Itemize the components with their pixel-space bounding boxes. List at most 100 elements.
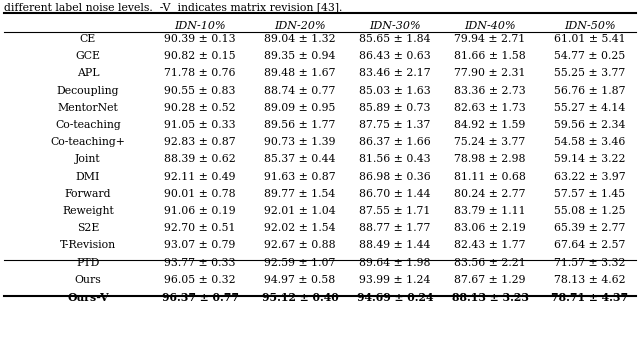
- Text: 90.82 ± 0.15: 90.82 ± 0.15: [164, 51, 236, 61]
- Text: GCE: GCE: [76, 51, 100, 61]
- Text: MentorNet: MentorNet: [58, 103, 118, 113]
- Text: 91.63 ± 0.87: 91.63 ± 0.87: [264, 172, 336, 182]
- Text: 92.83 ± 0.87: 92.83 ± 0.87: [164, 137, 236, 147]
- Text: IDN-30%: IDN-30%: [369, 21, 421, 31]
- Text: different label noise levels.  -V  indicates matrix revision [43].: different label noise levels. -V indicat…: [4, 2, 342, 12]
- Text: 94.97 ± 0.58: 94.97 ± 0.58: [264, 275, 335, 285]
- Text: 96.05 ± 0.32: 96.05 ± 0.32: [164, 275, 236, 285]
- Text: 86.37 ± 1.66: 86.37 ± 1.66: [359, 137, 431, 147]
- Text: 55.08 ± 1.25: 55.08 ± 1.25: [554, 206, 626, 216]
- Text: 90.28 ± 0.52: 90.28 ± 0.52: [164, 103, 236, 113]
- Text: 92.67 ± 0.88: 92.67 ± 0.88: [264, 240, 336, 250]
- Text: CE: CE: [80, 34, 96, 44]
- Text: 71.57 ± 3.32: 71.57 ± 3.32: [554, 258, 626, 267]
- Text: 88.13 ± 3.23: 88.13 ± 3.23: [451, 292, 529, 303]
- Text: IDN-40%: IDN-40%: [464, 21, 516, 31]
- Text: Joint: Joint: [75, 154, 101, 165]
- Text: 56.76 ± 1.87: 56.76 ± 1.87: [554, 86, 626, 96]
- Text: IDN-10%: IDN-10%: [174, 21, 226, 31]
- Text: 85.37 ± 0.44: 85.37 ± 0.44: [264, 154, 336, 165]
- Text: 79.94 ± 2.71: 79.94 ± 2.71: [454, 34, 525, 44]
- Text: 93.99 ± 1.24: 93.99 ± 1.24: [359, 275, 431, 285]
- Text: T-Revision: T-Revision: [60, 240, 116, 250]
- Text: Ours-V: Ours-V: [67, 292, 109, 303]
- Text: 90.39 ± 0.13: 90.39 ± 0.13: [164, 34, 236, 44]
- Text: 89.35 ± 0.94: 89.35 ± 0.94: [264, 51, 336, 61]
- Text: 55.25 ± 3.77: 55.25 ± 3.77: [554, 68, 626, 78]
- Text: 87.55 ± 1.71: 87.55 ± 1.71: [359, 206, 431, 216]
- Text: 81.66 ± 1.58: 81.66 ± 1.58: [454, 51, 526, 61]
- Text: 89.77 ± 1.54: 89.77 ± 1.54: [264, 189, 335, 199]
- Text: PTD: PTD: [76, 258, 100, 267]
- Text: 63.22 ± 3.97: 63.22 ± 3.97: [554, 172, 626, 182]
- Text: 92.01 ± 1.04: 92.01 ± 1.04: [264, 206, 336, 216]
- Text: 88.74 ± 0.77: 88.74 ± 0.77: [264, 86, 336, 96]
- Text: 77.90 ± 2.31: 77.90 ± 2.31: [454, 68, 525, 78]
- Text: S2E: S2E: [77, 223, 99, 233]
- Text: 54.77 ± 0.25: 54.77 ± 0.25: [554, 51, 626, 61]
- Text: 84.92 ± 1.59: 84.92 ± 1.59: [454, 120, 525, 130]
- Text: Co-teaching+: Co-teaching+: [51, 137, 125, 147]
- Text: 91.05 ± 0.33: 91.05 ± 0.33: [164, 120, 236, 130]
- Text: 90.01 ± 0.78: 90.01 ± 0.78: [164, 189, 236, 199]
- Text: 88.49 ± 1.44: 88.49 ± 1.44: [359, 240, 431, 250]
- Text: 61.01 ± 5.41: 61.01 ± 5.41: [554, 34, 626, 44]
- Text: 89.48 ± 1.67: 89.48 ± 1.67: [264, 68, 336, 78]
- Text: 96.37 ± 0.77: 96.37 ± 0.77: [161, 292, 239, 303]
- Text: IDN-50%: IDN-50%: [564, 21, 616, 31]
- Text: 82.43 ± 1.77: 82.43 ± 1.77: [454, 240, 525, 250]
- Text: 59.14 ± 3.22: 59.14 ± 3.22: [554, 154, 626, 165]
- Text: 80.24 ± 2.77: 80.24 ± 2.77: [454, 189, 525, 199]
- Text: 81.11 ± 0.68: 81.11 ± 0.68: [454, 172, 526, 182]
- Text: 83.79 ± 1.11: 83.79 ± 1.11: [454, 206, 526, 216]
- Text: 86.70 ± 1.44: 86.70 ± 1.44: [359, 189, 431, 199]
- Text: 86.43 ± 0.63: 86.43 ± 0.63: [359, 51, 431, 61]
- Text: 65.39 ± 2.77: 65.39 ± 2.77: [554, 223, 626, 233]
- Text: 83.46 ± 2.17: 83.46 ± 2.17: [359, 68, 431, 78]
- Text: 78.98 ± 2.98: 78.98 ± 2.98: [454, 154, 525, 165]
- Text: 85.89 ± 0.73: 85.89 ± 0.73: [359, 103, 431, 113]
- Text: Reweight: Reweight: [62, 206, 114, 216]
- Text: 92.70 ± 0.51: 92.70 ± 0.51: [164, 223, 236, 233]
- Text: Decoupling: Decoupling: [57, 86, 119, 96]
- Text: 82.63 ± 1.73: 82.63 ± 1.73: [454, 103, 526, 113]
- Text: 92.11 ± 0.49: 92.11 ± 0.49: [164, 172, 236, 182]
- Text: 54.58 ± 3.46: 54.58 ± 3.46: [554, 137, 626, 147]
- Text: 94.69 ± 0.24: 94.69 ± 0.24: [356, 292, 433, 303]
- Text: IDN-20%: IDN-20%: [274, 21, 326, 31]
- Text: Co-teaching: Co-teaching: [55, 120, 121, 130]
- Text: 89.56 ± 1.77: 89.56 ± 1.77: [264, 120, 336, 130]
- Text: 92.59 ± 1.07: 92.59 ± 1.07: [264, 258, 336, 267]
- Text: 95.12 ± 0.40: 95.12 ± 0.40: [262, 292, 339, 303]
- Text: 87.67 ± 1.29: 87.67 ± 1.29: [454, 275, 525, 285]
- Text: 92.02 ± 1.54: 92.02 ± 1.54: [264, 223, 336, 233]
- Text: 71.78 ± 0.76: 71.78 ± 0.76: [164, 68, 236, 78]
- Text: 59.56 ± 2.34: 59.56 ± 2.34: [554, 120, 626, 130]
- Text: 88.77 ± 1.77: 88.77 ± 1.77: [359, 223, 431, 233]
- Text: 85.65 ± 1.84: 85.65 ± 1.84: [359, 34, 431, 44]
- Text: 57.57 ± 1.45: 57.57 ± 1.45: [554, 189, 625, 199]
- Text: 55.27 ± 4.14: 55.27 ± 4.14: [554, 103, 626, 113]
- Text: 91.06 ± 0.19: 91.06 ± 0.19: [164, 206, 236, 216]
- Text: Ours: Ours: [75, 275, 101, 285]
- Text: 83.36 ± 2.73: 83.36 ± 2.73: [454, 86, 526, 96]
- Text: DMI: DMI: [76, 172, 100, 182]
- Text: 87.75 ± 1.37: 87.75 ± 1.37: [359, 120, 431, 130]
- Text: 85.03 ± 1.63: 85.03 ± 1.63: [359, 86, 431, 96]
- Text: 75.24 ± 3.77: 75.24 ± 3.77: [454, 137, 525, 147]
- Text: 78.13 ± 4.62: 78.13 ± 4.62: [554, 275, 626, 285]
- Text: 67.64 ± 2.57: 67.64 ± 2.57: [554, 240, 626, 250]
- Text: 90.55 ± 0.83: 90.55 ± 0.83: [164, 86, 236, 96]
- Text: 89.04 ± 1.32: 89.04 ± 1.32: [264, 34, 336, 44]
- Text: 81.56 ± 0.43: 81.56 ± 0.43: [359, 154, 431, 165]
- Text: 83.56 ± 2.21: 83.56 ± 2.21: [454, 258, 526, 267]
- Text: 90.73 ± 1.39: 90.73 ± 1.39: [264, 137, 336, 147]
- Text: 89.09 ± 0.95: 89.09 ± 0.95: [264, 103, 336, 113]
- Text: 89.64 ± 1.98: 89.64 ± 1.98: [359, 258, 431, 267]
- Text: 93.07 ± 0.79: 93.07 ± 0.79: [164, 240, 236, 250]
- Text: 93.77 ± 0.33: 93.77 ± 0.33: [164, 258, 236, 267]
- Text: APL: APL: [77, 68, 99, 78]
- Text: 88.39 ± 0.62: 88.39 ± 0.62: [164, 154, 236, 165]
- Text: 83.06 ± 2.19: 83.06 ± 2.19: [454, 223, 526, 233]
- Text: Forward: Forward: [65, 189, 111, 199]
